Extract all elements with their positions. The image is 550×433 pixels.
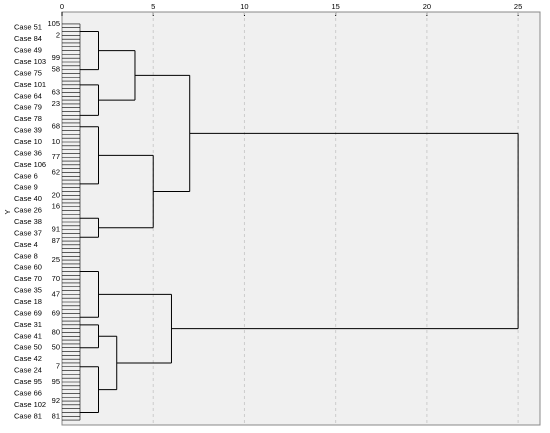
- case-label: Case 103: [14, 57, 46, 66]
- leaf-id: 77: [52, 152, 60, 161]
- y-axis-label: Y: [3, 209, 12, 214]
- case-label: Case 41: [14, 331, 42, 340]
- case-label: Case 69: [14, 308, 42, 317]
- leaf-id: 63: [52, 87, 60, 96]
- leaf-id: 68: [52, 122, 60, 131]
- leaf-id: 81: [52, 411, 60, 420]
- case-label: Case 4: [14, 240, 38, 249]
- leaf-id: 87: [52, 236, 60, 245]
- case-label: Case 24: [14, 366, 42, 375]
- case-label: Case 51: [14, 23, 42, 32]
- leaf-id: 2: [56, 30, 60, 39]
- leaf-id: 23: [52, 99, 60, 108]
- case-label: Case 81: [14, 411, 42, 420]
- x-tick-label: 20: [423, 2, 431, 11]
- case-label: Case 35: [14, 286, 42, 295]
- x-tick-label: 15: [331, 2, 339, 11]
- case-label: Case 42: [14, 354, 42, 363]
- leaf-id: 91: [52, 225, 60, 234]
- x-tick-label: 5: [151, 2, 155, 11]
- x-tick-label: 10: [240, 2, 248, 11]
- leaf-id: 16: [52, 202, 60, 211]
- leaf-id: 70: [52, 274, 60, 283]
- leaf-id: 25: [52, 255, 60, 264]
- case-label: Case 6: [14, 171, 38, 180]
- leaf-id: 99: [52, 53, 60, 62]
- case-label: Case 101: [14, 80, 46, 89]
- case-label: Case 26: [14, 206, 42, 215]
- case-label: Case 10: [14, 137, 42, 146]
- x-tick-label: 25: [514, 2, 522, 11]
- leaf-id: 47: [52, 289, 60, 298]
- leaf-id: 105: [47, 19, 60, 28]
- case-label: Case 102: [14, 400, 46, 409]
- case-label: Case 39: [14, 126, 42, 135]
- case-label: Case 64: [14, 91, 42, 100]
- case-label: Case 95: [14, 377, 42, 386]
- case-label: Case 18: [14, 297, 42, 306]
- leaf-id: 80: [52, 327, 60, 336]
- plot-area: [61, 11, 541, 426]
- case-label: Case 9: [14, 183, 38, 192]
- leaf-id: 95: [52, 377, 60, 386]
- leaf-id: 10: [52, 137, 60, 146]
- case-label: Case 36: [14, 148, 42, 157]
- x-tick-label: 0: [60, 2, 64, 11]
- case-label: Case 38: [14, 217, 42, 226]
- case-label: Case 66: [14, 388, 42, 397]
- case-label: Case 106: [14, 160, 46, 169]
- case-label: Case 50: [14, 343, 42, 352]
- case-label: Case 37: [14, 228, 42, 237]
- case-label: Case 31: [14, 320, 42, 329]
- case-label: Case 78: [14, 114, 42, 123]
- case-label: Case 84: [14, 34, 42, 43]
- leaf-id: 92: [52, 396, 60, 405]
- case-label: Case 79: [14, 103, 42, 112]
- leaf-id: 50: [52, 343, 60, 352]
- case-label: Case 70: [14, 274, 42, 283]
- case-label: Case 60: [14, 263, 42, 272]
- case-label: Case 49: [14, 46, 42, 55]
- case-label: Case 40: [14, 194, 42, 203]
- leaf-id: 20: [52, 190, 60, 199]
- case-label: Case 75: [14, 68, 42, 77]
- leaf-id: 69: [52, 308, 60, 317]
- leaf-id: 58: [52, 65, 60, 74]
- leaf-id: 7: [56, 362, 60, 371]
- leaf-id: 62: [52, 167, 60, 176]
- case-label: Case 8: [14, 251, 38, 260]
